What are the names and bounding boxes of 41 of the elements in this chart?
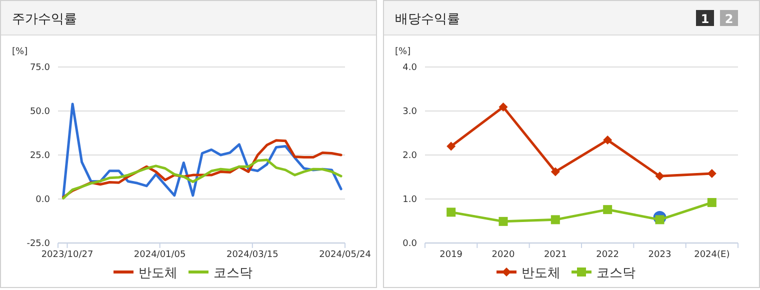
y-tick-label: 4.0 [402, 63, 418, 73]
y-tick-label: 50.0 [30, 107, 50, 117]
text: 1 [700, 12, 710, 26]
point [603, 205, 612, 214]
y-tick-label: 1.0 [402, 195, 418, 205]
x-tick-label: 2022 [596, 250, 620, 260]
line-series [62, 158, 342, 200]
legend-label: 반도체 [138, 266, 178, 281]
y-tick-label: 3.0 [402, 107, 418, 117]
point [550, 215, 560, 224]
chart-title: 주가수익률 [12, 12, 77, 27]
point [707, 198, 716, 208]
point [446, 142, 456, 151]
y-tick-label: 2.0 [402, 151, 418, 161]
y-tick-label: 0.0 [36, 195, 50, 205]
y-tick-label: 0.0 [402, 239, 418, 249]
point [603, 136, 612, 145]
text: 2 [724, 12, 734, 26]
chart-title: 배당수익률 [395, 12, 460, 27]
point [550, 167, 560, 176]
legend-label: 반도체 [522, 266, 560, 281]
y-tick-label: 25.0 [30, 151, 50, 161]
x-tick-label: 2023 [648, 250, 672, 260]
x-tick-label: 2024/03/15 [226, 250, 278, 260]
point [446, 208, 456, 217]
x-tick-label: 2024/01/05 [134, 250, 186, 260]
x-tick-label: 2021 [544, 250, 567, 260]
x-tick-label: 2024/05/24 [319, 250, 372, 260]
legend-label: 코스닥 [596, 266, 636, 281]
x-tick-label: 2024(E) [694, 250, 730, 260]
y-axis-title: [%] [395, 47, 411, 57]
point [498, 102, 508, 112]
x-tick-label: 2019 [440, 250, 463, 260]
point [498, 216, 508, 226]
point [655, 172, 664, 181]
y-tick-label: -25.0 [26, 239, 50, 249]
y-tick-label: 75.0 [30, 63, 50, 73]
x-tick-label: 2023/10/27 [41, 250, 94, 260]
x-tick-label: 2020 [492, 250, 515, 260]
legend-label: 코스닥 [214, 266, 252, 281]
y-axis-title: [%] [12, 47, 28, 57]
